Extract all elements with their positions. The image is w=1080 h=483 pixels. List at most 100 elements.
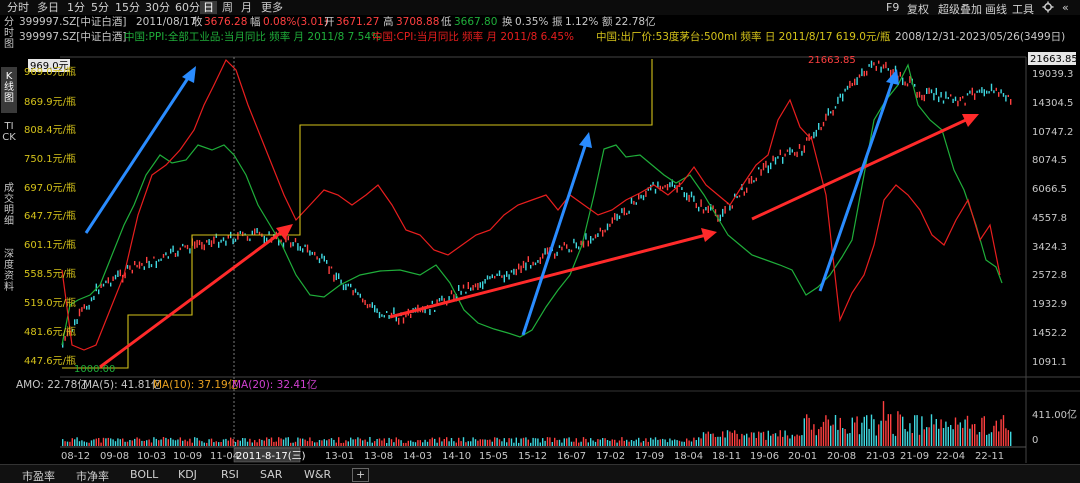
nav-intraday-chart[interactable]: 分时图 [4,17,14,50]
candle [640,194,642,199]
tab-1min[interactable]: 1分 [67,1,85,14]
draw-line-button[interactable]: 画线 [985,3,1007,16]
tools-button[interactable]: 工具 [1012,3,1034,16]
tab-kdj[interactable]: KDJ [178,468,197,481]
tab-boll[interactable]: BOLL [130,468,159,481]
volume-bar [126,441,129,446]
volume-bar [254,440,256,446]
x-axis-tick: 13-08 [364,451,393,462]
f9-button[interactable]: F9 [886,1,900,14]
price-chart[interactable]: 969.0元/瓶 969.0元/瓶 869.9元/瓶 808.4元/瓶 750.… [0,45,1080,464]
collapse-icon[interactable]: « [1062,1,1069,14]
adjust-button[interactable]: 复权 [907,3,929,16]
candle [554,253,556,259]
volume-bars [62,401,1012,446]
gear-icon[interactable] [1042,1,1054,16]
volume-bar [501,441,503,446]
tab-60min[interactable]: 60分 [175,1,200,14]
tab-5min[interactable]: 5分 [91,1,109,14]
candle [777,156,779,159]
tab-rsi[interactable]: RSI [221,468,239,481]
nav-depth-info[interactable]: 深度资料 [4,249,14,293]
volume-bar [290,442,292,446]
volume-bar [112,439,114,446]
tab-more[interactable]: 更多 [261,1,283,14]
candle [561,246,563,251]
candle [866,70,868,76]
tab-15min[interactable]: 15分 [115,1,140,14]
volume-bar [153,437,155,446]
candle [263,235,265,244]
volume-bar [210,438,213,446]
candle [890,69,892,78]
volume-bar [158,440,160,446]
volume-bar [412,441,414,446]
volume-bar [798,435,801,446]
tab-multi-day[interactable]: 多日 [37,1,59,14]
volume-bar [117,438,119,446]
candle [74,319,76,326]
candle [918,91,921,98]
nav-kline-chart[interactable]: K线图 [1,67,17,113]
volume-bar [662,438,664,446]
volume-bar [232,439,234,446]
candle [693,195,695,202]
volume-bar [143,441,145,446]
volume-bar [503,438,505,446]
volume-bar [633,441,635,446]
volume-bar [890,414,892,446]
candle [813,131,815,139]
volume-bar [230,437,232,446]
ppi-legend[interactable]: 中国:PPI:全部工业品:当月同比 频率 月 2011/8 7.54% [124,31,382,43]
tab-pb-ratio[interactable]: 市净率 [76,470,109,483]
candle [165,252,167,256]
volume-bar [911,433,913,446]
volume-bar [424,439,426,446]
volume-bar [686,438,688,446]
cpi-legend[interactable]: 中国:CPI:当月同比 频率 月 2011/8 6.45% [372,31,574,43]
blue-arrow-3 [818,69,899,292]
volume-bar [434,438,436,446]
volume-bar [849,433,851,446]
volume-bar [306,441,309,446]
nav-trade-detail[interactable]: 成交明细 [4,183,14,227]
tab-wr[interactable]: W&R [304,468,332,481]
overlay-button[interactable]: 超级叠加 [938,3,982,16]
volume-bar [724,437,726,446]
volume-bar [436,442,438,446]
volume-bar [330,438,333,446]
candle [141,263,143,266]
candle [381,314,383,317]
candle [585,233,587,240]
tab-30min[interactable]: 30分 [145,1,170,14]
add-tab-button[interactable]: + [352,468,370,482]
volume-bar [400,440,402,446]
candle [707,205,709,213]
tab-sar[interactable]: SAR [260,468,283,481]
volume-bar [429,439,431,446]
tab-weekly[interactable]: 周 [222,1,233,14]
nav-tick[interactable]: TICK [2,121,16,143]
tab-daily[interactable]: 日 [200,1,217,14]
tab-monthly[interactable]: 月 [241,1,252,14]
tab-intraday[interactable]: 分时 [7,1,29,14]
moutai-price-legend[interactable]: 中国:出厂价:53度茅台:500ml 频率 日 2011/8/17 619.0元… [596,31,891,43]
tab-pe-ratio[interactable]: 市盈率 [22,470,55,483]
x-axis-tick: 10-03 [137,451,166,462]
candle [659,185,661,191]
candle [316,256,318,260]
volume-bar [844,429,846,446]
volume-bar [431,437,433,446]
candle [388,315,390,319]
volume-bar [455,442,457,446]
candle [198,240,201,246]
candle [503,274,505,283]
candle [779,149,781,156]
volume-bar [959,422,961,446]
candle [491,274,493,279]
volume-bar [988,433,990,446]
volume-bar [141,440,143,446]
candle [362,298,364,303]
volume-bar [95,438,97,446]
candle [402,317,405,324]
